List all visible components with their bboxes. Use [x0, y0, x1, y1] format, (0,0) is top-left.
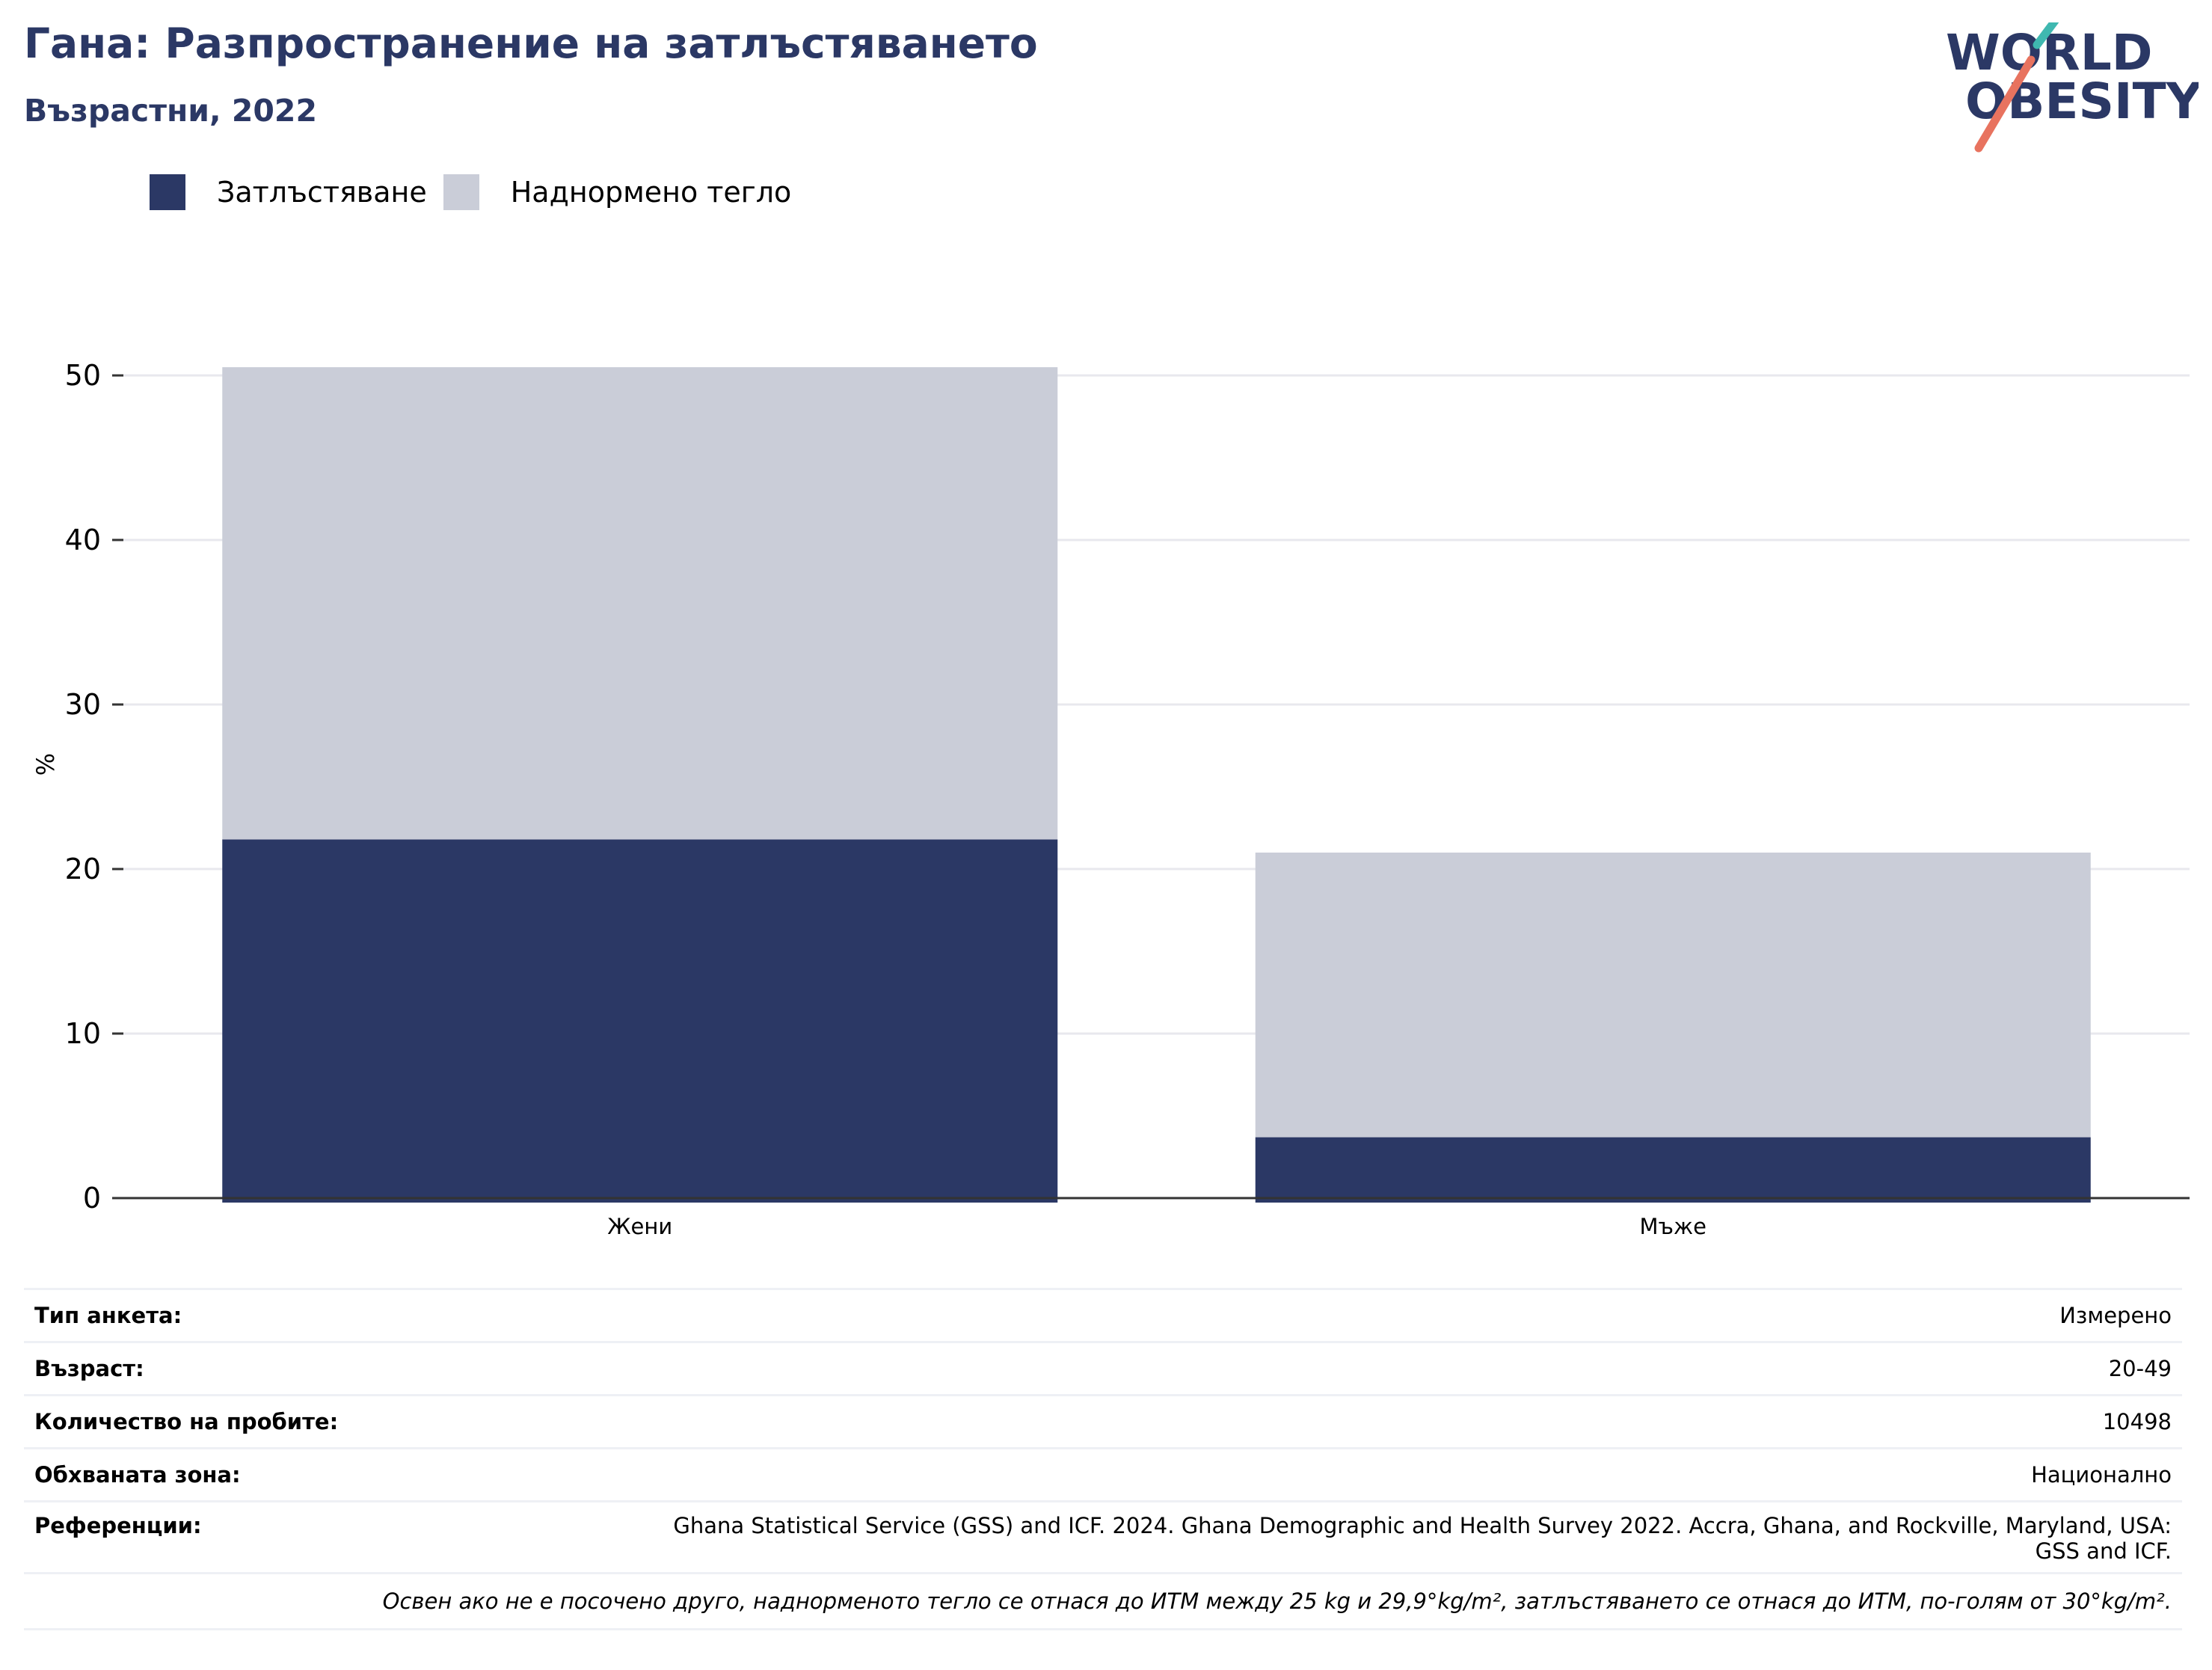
- logo-slash-teal: [2033, 22, 2059, 49]
- info-row-references: Референции: Ghana Statistical Service (G…: [24, 1500, 2182, 1572]
- reference-line-2: GSS and ICF.: [2035, 1538, 2172, 1564]
- y-tick-label: 40: [65, 524, 101, 556]
- info-key: Възраст:: [34, 1356, 144, 1381]
- info-key: Тип анкета:: [34, 1303, 182, 1328]
- info-row-area: Обхваната зона: Национално: [24, 1447, 2182, 1500]
- y-tick-label: 30: [65, 688, 101, 721]
- world-obesity-logo: WORLD OBESITY: [1946, 22, 2199, 153]
- legend-item-overweight[interactable]: Наднормено тегло: [443, 174, 792, 210]
- bar-obesity-men: [1255, 1137, 2091, 1203]
- logo-slash-coral: [1974, 55, 2036, 153]
- info-key: Обхваната зона:: [34, 1462, 241, 1488]
- chart-legend: Затлъстяване Наднормено тегло: [150, 174, 808, 211]
- info-value: 10498: [2102, 1409, 2172, 1434]
- info-value: Национално: [2031, 1462, 2172, 1488]
- info-value: Измерено: [2059, 1303, 2172, 1328]
- survey-info-table: Тип анкета: Измерено Възраст: 20-49 Коли…: [24, 1288, 2182, 1630]
- legend-label-obesity: Затлъстяване: [217, 176, 427, 209]
- y-tick-label: 0: [83, 1182, 101, 1215]
- reference-line-1: Ghana Statistical Service (GSS) and ICF.…: [673, 1513, 2172, 1538]
- info-key: Референции:: [34, 1513, 202, 1538]
- legend-item-obesity[interactable]: Затлъстяване: [150, 174, 427, 210]
- bar-overweight-women: [222, 367, 1058, 840]
- info-row-age: Възраст: 20-49: [24, 1341, 2182, 1394]
- legend-swatch-obesity: [150, 174, 185, 210]
- chart-title: Гана: Разпространение на затлъстяването: [24, 19, 1038, 67]
- info-row-sample-size: Количество на пробите: 10498: [24, 1394, 2182, 1447]
- y-tick-label: 10: [65, 1017, 101, 1050]
- legend-label-overweight: Наднормено тегло: [510, 176, 792, 209]
- info-row-survey-type: Тип анкета: Измерено: [24, 1288, 2182, 1341]
- bar-overweight-men: [1255, 853, 2091, 1138]
- bar-obesity-women: [222, 839, 1058, 1203]
- definition-note: Освен ако не е посочено друго, наднормен…: [24, 1572, 2182, 1630]
- y-axis-label: %: [31, 753, 60, 776]
- info-key: Количество на пробите:: [34, 1409, 339, 1434]
- info-value: Ghana Statistical Service (GSS) and ICF.…: [673, 1513, 2172, 1564]
- y-tick-label: 50: [65, 359, 101, 392]
- x-tick-label: Мъже: [1640, 1214, 1706, 1239]
- x-tick-label: Жени: [607, 1214, 672, 1239]
- info-value: 20-49: [2108, 1356, 2172, 1381]
- y-tick-label: 20: [65, 853, 101, 885]
- bar-chart: 0 10 20 30 40 50% Жени Мъже: [31, 359, 2190, 1239]
- legend-swatch-overweight: [443, 174, 479, 210]
- chart-subtitle: Възрастни, 2022: [24, 93, 317, 129]
